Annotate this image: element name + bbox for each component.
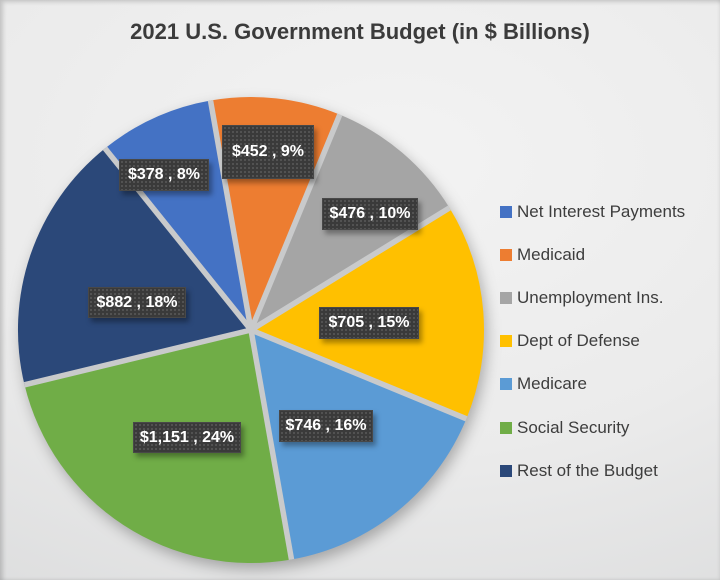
data-label-social-security: $1,151 , 24% [133,422,241,453]
legend-item-rest-of-the-budget: Rest of the Budget [500,449,685,492]
legend-item-medicaid: Medicaid [500,233,685,276]
data-label-net-interest-payments: $378 , 8% [119,159,209,191]
data-label-unemployment-ins: $476 , 10% [322,198,418,230]
chart-legend: Net Interest Payments Medicaid Unemploymen… [500,190,685,492]
slice-gap-line [23,327,252,388]
data-label-medicare: $746 , 16% [279,410,373,442]
legend-swatch-icon [500,248,512,261]
legend-item-net-interest-payments: Net Interest Payments [500,190,685,233]
slice-gap-line [207,100,254,331]
legend-label: Dept of Defense [517,331,640,351]
legend-swatch-icon [500,378,512,391]
chart-title: 2021 U.S. Government Budget (in $ Billio… [130,19,590,44]
legend-swatch-icon [500,335,512,348]
slice-gap-line [248,329,295,560]
pie-slice-net-interest-payments [105,100,251,330]
legend-label: Rest of the Budget [517,460,658,480]
legend-label: Medicaid [517,244,586,264]
legend-swatch-icon [500,291,512,304]
pie-slice-rest-of-the-budget [17,148,252,385]
slice-gap-line [248,113,343,332]
data-label-rest-of-the-budget: $882 , 18% [88,287,186,318]
data-label-medicaid: $452 , 9% [222,125,314,179]
legend-label: Net Interest Payments [517,201,686,221]
legend-swatch-icon [500,205,512,218]
data-label-dept-of-defense: $705 , 15% [319,307,419,339]
slice-gap-line [249,327,468,422]
legend-item-medicare: Medicare [500,363,685,406]
legend-swatch-icon [500,464,512,477]
legend-item-dept-of-defense: Dept of Defense [500,320,685,363]
legend-label: Unemployment Ins. [517,287,664,307]
pie-slice-medicare [251,330,467,560]
legend-label: Social Security [517,417,630,437]
legend-swatch-icon [500,421,512,434]
legend-item-social-security: Social Security [500,406,685,449]
legend-label: Medicare [517,374,587,394]
legend-item-unemployment-ins: Unemployment Ins. [500,276,685,319]
